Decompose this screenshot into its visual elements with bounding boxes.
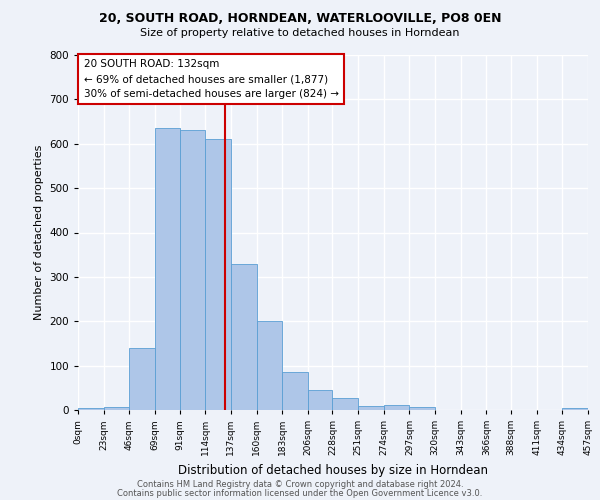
Bar (78, 408, 104, 410)
Bar (155, 128, 179, 410)
Text: 20 SOUTH ROAD: 132sqm
← 69% of detached houses are smaller (1,877)
30% of semi-d: 20 SOUTH ROAD: 132sqm ← 69% of detached … (83, 60, 338, 99)
Bar (332, 398, 358, 410)
Bar (257, 322, 282, 410)
Text: Contains public sector information licensed under the Open Government Licence v3: Contains public sector information licen… (118, 489, 482, 498)
Bar (130, 348, 155, 410)
X-axis label: Distribution of detached houses by size in Horndean: Distribution of detached houses by size … (178, 464, 488, 476)
Y-axis label: Number of detached properties: Number of detached properties (34, 145, 44, 320)
Bar (104, 407, 130, 410)
Bar (179, 130, 205, 410)
Bar (562, 408, 588, 410)
Bar (231, 264, 257, 410)
Bar (409, 408, 435, 410)
Bar (205, 140, 231, 410)
Text: Contains HM Land Registry data © Crown copyright and database right 2024.: Contains HM Land Registry data © Crown c… (137, 480, 463, 489)
Bar (358, 406, 384, 410)
Bar (384, 404, 409, 410)
Bar (282, 372, 308, 410)
Text: Size of property relative to detached houses in Horndean: Size of property relative to detached ho… (140, 28, 460, 38)
Bar (308, 390, 332, 410)
Text: 20, SOUTH ROAD, HORNDEAN, WATERLOOVILLE, PO8 0EN: 20, SOUTH ROAD, HORNDEAN, WATERLOOVILLE,… (99, 12, 501, 26)
